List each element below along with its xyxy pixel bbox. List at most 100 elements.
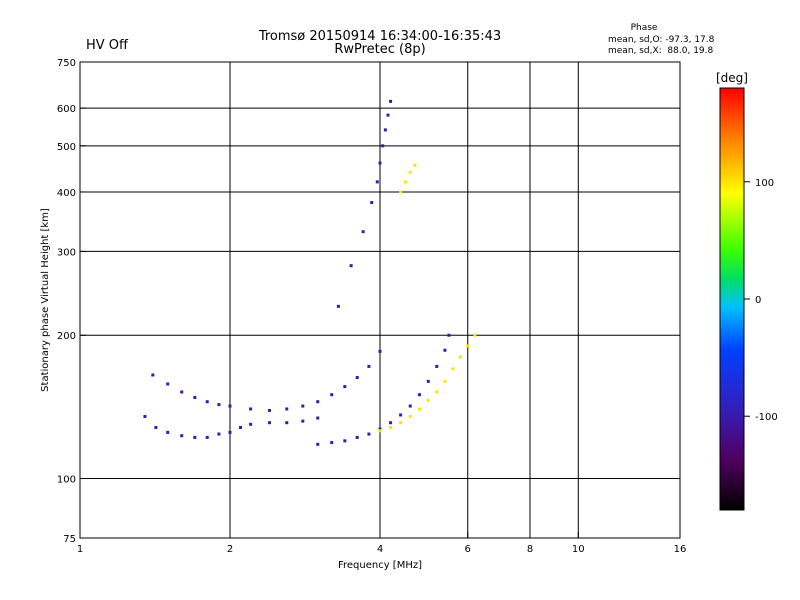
data-point	[267, 408, 271, 412]
data-point	[301, 404, 305, 408]
colorbar-tick-label: 100	[755, 178, 774, 189]
data-point	[193, 435, 197, 439]
data-point	[217, 403, 221, 407]
data-point	[378, 161, 382, 165]
data-point	[361, 230, 365, 234]
hv-status: HV Off	[86, 38, 129, 53]
y-axis-label: Stationary phase Virtual Height [km]	[40, 208, 51, 392]
data-point	[193, 395, 197, 399]
data-point	[399, 413, 403, 417]
data-point	[417, 407, 421, 411]
data-point	[151, 373, 155, 377]
data-point	[355, 376, 359, 380]
data-point	[349, 264, 353, 268]
data-point	[389, 421, 393, 425]
data-point	[378, 429, 382, 433]
x-tick-label: 1	[77, 544, 83, 555]
data-point	[378, 427, 382, 431]
chart-title-line1: Tromsø 20150914 16:34:00-16:35:43	[258, 29, 501, 44]
data-point	[316, 416, 320, 420]
y-tick-label: 750	[57, 58, 76, 69]
data-point	[389, 425, 393, 429]
data-point	[408, 404, 412, 408]
data-point	[435, 364, 439, 368]
data-point	[443, 379, 447, 383]
data-point	[426, 379, 430, 383]
x-tick-label: 8	[527, 544, 533, 555]
data-point	[367, 364, 371, 368]
data-point	[166, 430, 170, 434]
data-point	[355, 435, 359, 439]
data-point	[249, 407, 253, 411]
y-tick-label: 400	[57, 188, 76, 199]
data-point	[330, 441, 334, 445]
data-point	[408, 414, 412, 418]
data-point	[336, 304, 340, 308]
data-point	[285, 421, 289, 425]
axes: 1 2 4 6 8 10 16 75 100 200 300 400 500 600 750	[57, 58, 686, 555]
data-point	[249, 422, 253, 426]
data-point	[466, 344, 470, 348]
data-point	[180, 390, 184, 394]
data-point	[143, 414, 147, 418]
data-point	[417, 393, 421, 397]
data-point	[330, 393, 334, 397]
data-point	[316, 400, 320, 404]
data-point	[399, 421, 403, 425]
data-point	[180, 434, 184, 438]
data-point	[473, 333, 477, 337]
data-point	[426, 398, 430, 402]
x-tick-label: 10	[572, 544, 585, 555]
data-point	[399, 190, 403, 194]
data-point	[443, 348, 447, 352]
data-point	[267, 421, 271, 425]
phase-mean-x: mean, sd,X: 88.0, 19.8	[608, 46, 714, 56]
data-point	[447, 333, 451, 337]
data-point	[403, 180, 407, 184]
data-point	[451, 367, 455, 371]
data-point	[381, 144, 385, 148]
data-point	[458, 355, 462, 359]
data-point	[389, 99, 393, 103]
y-tick-label: 600	[57, 104, 76, 115]
data-point	[166, 382, 170, 386]
data-point	[378, 349, 382, 353]
x-tick-label: 4	[377, 544, 383, 555]
data-point	[205, 435, 209, 439]
colorbar-tick-label: -100	[755, 412, 778, 423]
x-tick-label: 2	[227, 544, 233, 555]
y-tick-label: 75	[63, 534, 76, 545]
data-point	[435, 390, 439, 394]
data-point	[343, 439, 347, 443]
data-point	[408, 170, 412, 174]
data-point	[343, 385, 347, 389]
phase-mean-o: mean, sd,O: -97.3, 17.8	[608, 35, 715, 45]
data-point	[301, 419, 305, 423]
data-point	[413, 163, 417, 167]
y-tick-label: 100	[57, 475, 76, 486]
chart-title-line2: RwPretec (8p)	[334, 42, 425, 57]
data-point	[367, 432, 371, 436]
data-point	[370, 201, 374, 205]
data-point	[154, 425, 158, 429]
data-point	[205, 400, 209, 404]
data-point	[239, 425, 243, 429]
colorbar-ticks: 100 0 -100	[744, 178, 778, 423]
x-tick-label: 16	[674, 544, 687, 555]
x-axis-label: Frequency [MHz]	[338, 560, 422, 571]
y-tick-label: 300	[57, 247, 76, 258]
data-point	[383, 128, 387, 132]
data-point	[228, 404, 232, 408]
data-point	[375, 180, 379, 184]
data-point	[386, 113, 390, 117]
grid-lines	[80, 62, 680, 538]
phase-colorbar	[719, 87, 745, 511]
y-tick-label: 200	[57, 331, 76, 342]
y-tick-label: 500	[57, 142, 76, 153]
x-tick-label: 6	[465, 544, 471, 555]
data-point	[316, 442, 320, 446]
data-point	[285, 407, 289, 411]
colorbar-label: [deg]	[716, 71, 748, 85]
data-point	[217, 432, 221, 436]
